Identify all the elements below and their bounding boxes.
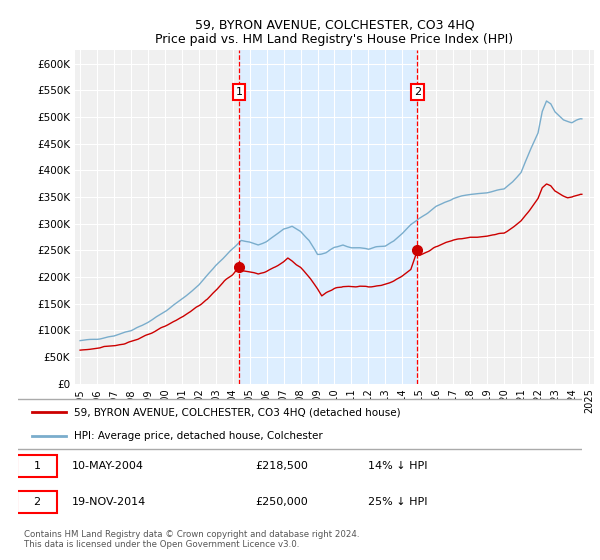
Text: 25% ↓ HPI: 25% ↓ HPI [368,497,427,507]
Text: £250,000: £250,000 [255,497,308,507]
Text: 10-MAY-2004: 10-MAY-2004 [71,461,143,471]
Text: HPI: Average price, detached house, Colchester: HPI: Average price, detached house, Colc… [74,431,323,441]
FancyBboxPatch shape [15,399,584,449]
Text: 2: 2 [34,497,41,507]
Text: £218,500: £218,500 [255,461,308,471]
Text: 2: 2 [414,87,421,97]
Text: 19-NOV-2014: 19-NOV-2014 [71,497,146,507]
Text: 59, BYRON AVENUE, COLCHESTER, CO3 4HQ (detached house): 59, BYRON AVENUE, COLCHESTER, CO3 4HQ (d… [74,408,401,418]
Title: 59, BYRON AVENUE, COLCHESTER, CO3 4HQ
Price paid vs. HM Land Registry's House Pr: 59, BYRON AVENUE, COLCHESTER, CO3 4HQ Pr… [155,18,514,46]
FancyBboxPatch shape [17,455,58,477]
Text: 1: 1 [235,87,242,97]
Bar [239,50,418,384]
Text: Contains HM Land Registry data © Crown copyright and database right 2024.
This d: Contains HM Land Registry data © Crown c… [23,530,359,549]
Text: 1: 1 [34,461,41,471]
FancyBboxPatch shape [17,491,58,513]
Text: 14% ↓ HPI: 14% ↓ HPI [368,461,427,471]
